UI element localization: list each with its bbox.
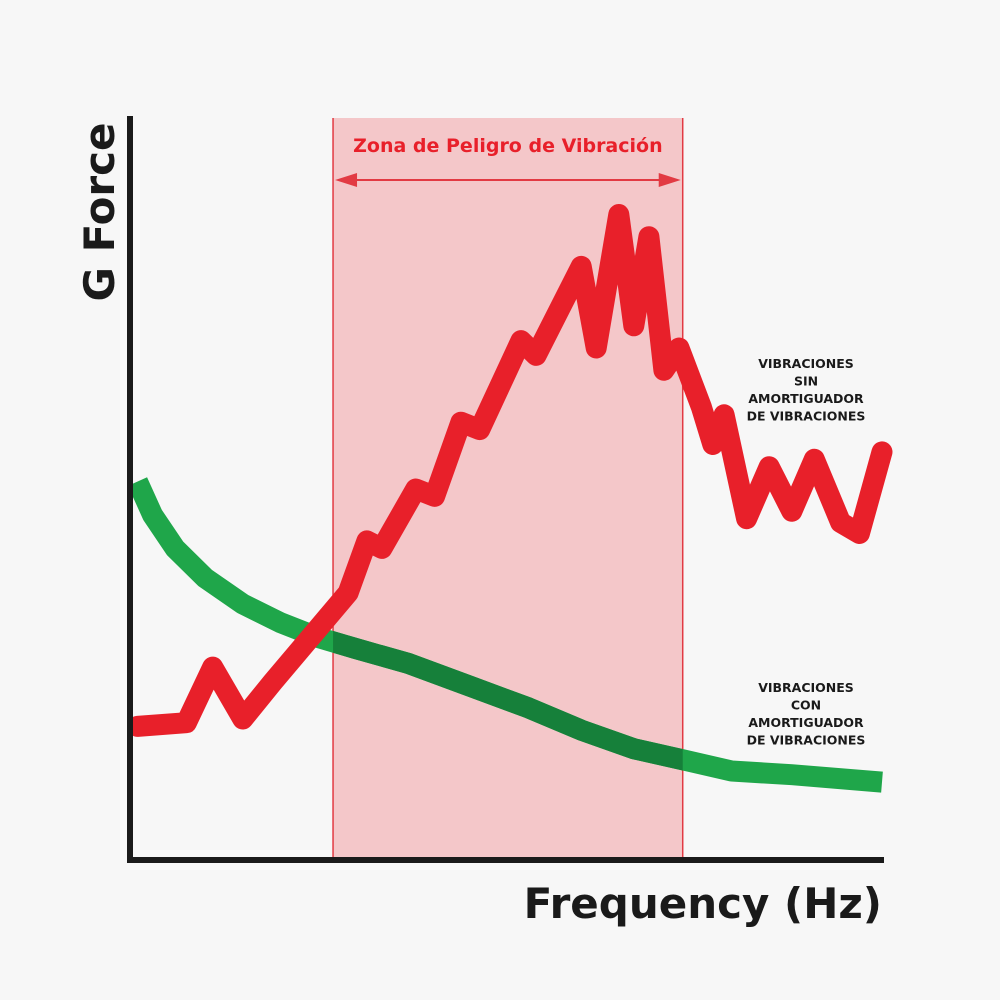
y-axis-title: G Force: [75, 122, 124, 301]
series-without-damper-label-line-1: SIN: [794, 374, 818, 389]
series-with-damper-label: VIBRACIONES CON AMORTIGUADOR DE VIBRACIONES: [747, 680, 866, 748]
danger-zone-arrow-left-head: [335, 173, 358, 187]
x-axis-title: Frequency (Hz): [524, 879, 882, 928]
series-without-damper-label-line-3: DE VIBRACIONES: [747, 409, 866, 424]
series-with-damper-label-line-1: CON: [791, 698, 821, 713]
series-without-damper-label-line-2: AMORTIGUADOR: [748, 391, 864, 406]
series-with-damper-line-in-zone: [333, 630, 683, 771]
danger-zone-arrow-right-head: [658, 173, 681, 187]
series-with-damper-label-line-0: VIBRACIONES: [758, 680, 854, 695]
series-without-damper-label-line-0: VIBRACIONES: [758, 356, 854, 371]
series-without-damper-label: VIBRACIONES SIN AMORTIGUADOR DE VIBRACIONES: [747, 356, 866, 424]
series-with-damper-label-line-2: AMORTIGUADOR: [748, 715, 864, 730]
series-with-damper-label-line-3: DE VIBRACIONES: [747, 733, 866, 748]
danger-zone-label: Zona de Peligro de Vibración: [353, 135, 663, 157]
series-without-damper-line: [127, 204, 893, 737]
